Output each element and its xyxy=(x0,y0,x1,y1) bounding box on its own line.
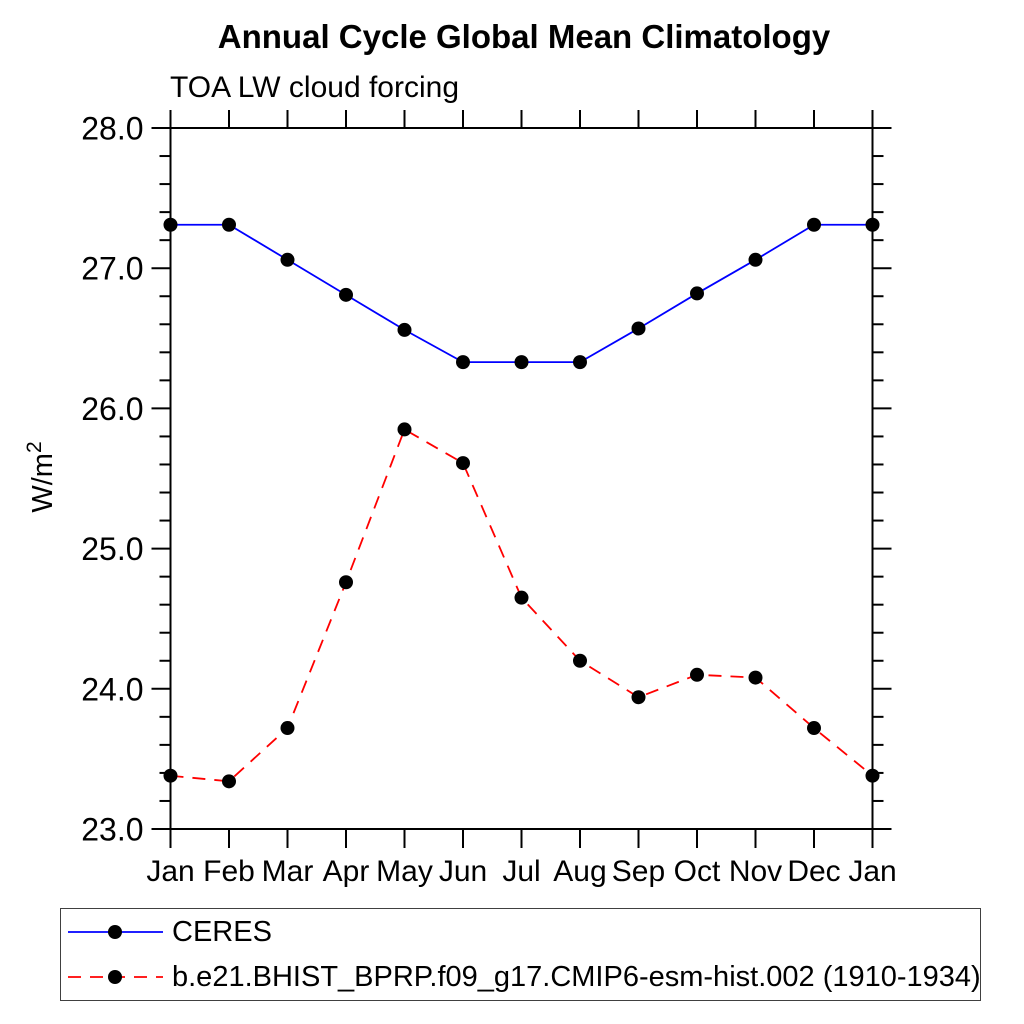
y-tick-label: 24.0 xyxy=(81,671,143,707)
x-tick-label: Dec xyxy=(787,855,840,888)
y-tick-label: 23.0 xyxy=(81,812,143,848)
x-tick-label: Jan xyxy=(848,855,896,888)
data-point-marker xyxy=(339,575,353,590)
y-tick-label: 28.0 xyxy=(81,111,143,147)
x-tick-label: Aug xyxy=(553,855,606,888)
y-tick-label: 27.0 xyxy=(81,251,143,287)
x-tick-label: Sep xyxy=(612,855,665,888)
chart-subtitle: TOA LW cloud forcing xyxy=(170,71,460,104)
x-tick-label: Jun xyxy=(439,855,487,888)
legend: CERES b.e21.BHIST_BPRP.f09_g17.CMIP6-esm… xyxy=(60,908,981,1001)
data-point-marker xyxy=(280,721,295,736)
y-tick-label: 26.0 xyxy=(81,391,143,427)
legend-ceres-marker-icon xyxy=(108,925,122,939)
x-tick-label: Apr xyxy=(323,855,370,888)
data-point-marker xyxy=(280,252,295,267)
data-point-marker xyxy=(163,768,178,783)
data-point-marker xyxy=(397,322,412,337)
data-point-marker xyxy=(456,355,470,370)
x-tick-label: Oct xyxy=(674,855,721,888)
chart-title: Annual Cycle Global Mean Climatology xyxy=(217,18,831,55)
data-point-marker xyxy=(865,768,880,783)
data-point-marker xyxy=(514,355,529,370)
legend-sample-model xyxy=(68,970,163,984)
data-point-marker xyxy=(222,217,236,232)
data-point-marker xyxy=(222,774,236,789)
legend-label-ceres: CERES xyxy=(172,915,272,948)
x-tick-label: Mar xyxy=(262,855,314,888)
data-point-marker xyxy=(456,456,470,471)
data-point-marker xyxy=(631,690,646,705)
data-point-marker xyxy=(807,217,821,232)
data-point-marker xyxy=(631,321,646,336)
data-point-marker xyxy=(397,422,412,437)
data-point-marker xyxy=(807,721,821,736)
legend-label-model: b.e21.BHIST_BPRP.f09_g17.CMIP6-esm-hist.… xyxy=(172,960,981,993)
data-point-marker xyxy=(163,217,178,232)
plot-frame xyxy=(169,127,874,830)
legend-row-model: b.e21.BHIST_BPRP.f09_g17.CMIP6-esm-hist.… xyxy=(68,957,981,997)
data-point-marker xyxy=(865,217,880,232)
series-line-0 xyxy=(170,223,873,364)
legend-model-marker-icon xyxy=(108,970,122,984)
x-tick-label: Feb xyxy=(203,855,255,888)
data-point-marker xyxy=(748,252,763,267)
data-point-marker xyxy=(748,670,763,685)
series-line-1 xyxy=(170,428,874,783)
data-point-marker xyxy=(514,590,529,605)
data-point-marker xyxy=(690,286,704,301)
data-point-marker xyxy=(573,355,587,370)
x-tick-label: Jan xyxy=(146,855,194,888)
legend-row-ceres: CERES xyxy=(68,912,980,952)
y-axis-title: W/m2 xyxy=(23,441,59,512)
x-tick-label: Nov xyxy=(729,855,782,888)
y-tick-label: 25.0 xyxy=(81,531,143,567)
legend-sample-ceres xyxy=(68,925,163,939)
data-point-marker xyxy=(690,667,704,682)
x-tick-label: Jul xyxy=(502,855,540,888)
data-point-marker xyxy=(339,287,353,302)
x-tick-label: May xyxy=(376,855,433,888)
data-point-marker xyxy=(573,653,587,668)
